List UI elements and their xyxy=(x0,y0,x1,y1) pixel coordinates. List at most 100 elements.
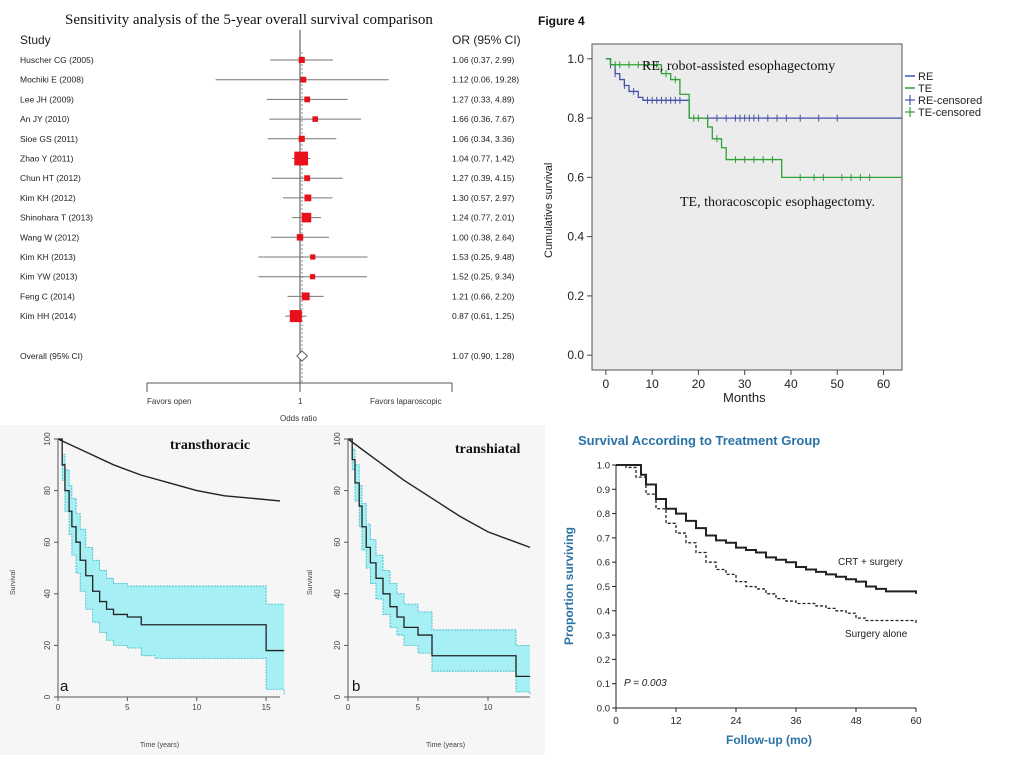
forest-point-box xyxy=(301,212,312,223)
forest-or-label: 0.87 (0.61, 1.25) xyxy=(452,311,515,321)
treatment-ytick-label: 0.0 xyxy=(597,704,610,715)
forest-overall-name: Overall (95% CI) xyxy=(20,351,83,361)
forest-or-label: 1.27 (0.39, 4.15) xyxy=(452,173,515,183)
figure4-xtick-label: 60 xyxy=(877,377,891,391)
treatment-ytick-label: 1.0 xyxy=(597,461,610,472)
figure4-xtick-label: 0 xyxy=(603,377,610,391)
transthoracic-ylabel: Survival xyxy=(10,570,17,595)
ytick-label: 40 xyxy=(43,589,52,598)
treatment-ytick-label: 0.5 xyxy=(597,582,610,593)
ytick-label: 20 xyxy=(333,640,342,649)
label-crt-surgery: CRT + surgery xyxy=(838,557,903,568)
forest-or-label: 1.06 (0.37, 2.99) xyxy=(452,55,515,65)
forest-study-name: An JY (2010) xyxy=(20,114,70,124)
treatment-xtick-label: 60 xyxy=(910,716,922,727)
transhiatal-label: transhiatal xyxy=(455,442,520,457)
forest-point-box xyxy=(296,234,304,241)
ytick-label: 80 xyxy=(43,486,52,495)
forest-or-label: 1.06 (0.34, 3.36) xyxy=(452,134,515,144)
forest-point-box xyxy=(304,175,311,182)
forest-or-label: 1.27 (0.33, 4.89) xyxy=(452,94,515,104)
forest-study-name: Chun HT (2012) xyxy=(20,173,81,183)
treatment-ytick-label: 0.2 xyxy=(597,655,610,666)
treatment-xtick-label: 12 xyxy=(670,716,682,727)
ytick-label: 100 xyxy=(333,432,342,446)
forest-or-label: 1.53 (0.25, 9.48) xyxy=(452,252,515,262)
figure4-ytick-label: 0.0 xyxy=(567,348,584,362)
figure4-xtick-label: 30 xyxy=(738,377,752,391)
forest-title: Sensitivity analysis of the 5-year overa… xyxy=(65,12,433,28)
figure4-xtick-label: 40 xyxy=(784,377,798,391)
forest-point-box xyxy=(312,116,318,122)
forest-plot-panel: Sensitivity analysis of the 5-year overa… xyxy=(0,0,520,425)
forest-study-name: Kim HH (2014) xyxy=(20,311,76,321)
forest-point-box xyxy=(304,194,312,202)
xtick-label: 5 xyxy=(416,703,421,712)
ytick-label: 20 xyxy=(43,640,52,649)
transthoracic-panel-letter: a xyxy=(60,678,69,695)
forest-col-study: Study xyxy=(20,33,51,47)
forest-study-name: Kim YW (2013) xyxy=(20,272,78,282)
treatment-xlabel: Follow-up (mo) xyxy=(726,733,812,747)
ytick-label: 100 xyxy=(43,432,52,446)
transhiatal-chart: 0 20 40 60 80 100 0 5 10 transhiatal b Time (yea… xyxy=(307,432,531,749)
km-figure4-panel: Figure 4 0 10 20 30 40 50 60 0.0 0.2 0.4 0.6 0.8 1.0… xyxy=(530,0,1024,420)
forest-or-label: 1.24 (0.77, 2.01) xyxy=(452,213,515,223)
label-surgery-alone: Surgery alone xyxy=(845,629,908,640)
forest-point-box xyxy=(310,254,316,260)
treatment-ytick-label: 0.6 xyxy=(597,558,610,569)
treatment-xtick-label: 24 xyxy=(730,716,742,727)
treatment-xtick-label: 0 xyxy=(613,716,619,727)
expected-survival-line xyxy=(347,438,531,549)
xtick-label: 10 xyxy=(192,703,201,712)
treatment-group-panel: Survival According to Treatment Group 0.… xyxy=(548,425,1024,768)
ytick-label: 60 xyxy=(43,537,52,546)
forest-study-name: Shinohara T (2013) xyxy=(20,213,93,223)
forest-study-name: Zhao Y (2011) xyxy=(20,154,74,164)
forest-study-name: Kim KH (2012) xyxy=(20,193,76,203)
forest-or-label: 1.04 (0.77, 1.42) xyxy=(452,154,515,164)
forest-point-box xyxy=(294,151,309,166)
transthoracic-xlabel: Time (years) xyxy=(140,742,179,749)
observed-survival-line xyxy=(58,438,285,652)
forest-or-label: 1.30 (0.57, 2.97) xyxy=(452,193,515,203)
treatment-ytick-label: 0.9 xyxy=(597,485,610,496)
legend-te-censored: TE-censored xyxy=(918,107,981,119)
figure4-annotation-re: RE, robot-assisted esophagectomy xyxy=(642,59,835,74)
xtick-label: 10 xyxy=(484,703,493,712)
figure4-xtick-label: 50 xyxy=(831,377,845,391)
ci-upper-line xyxy=(58,438,285,605)
forest-col-or: OR (95% CI) xyxy=(452,33,520,47)
forest-plot: Sensitivity analysis of the 5-year overa… xyxy=(20,12,520,423)
forest-point-box xyxy=(298,135,305,142)
treatment-xtick-label: 48 xyxy=(850,716,862,727)
forest-point-box xyxy=(289,310,302,323)
figure4-ytick-label: 0.4 xyxy=(567,230,584,244)
figure4-plot-area xyxy=(591,43,903,371)
figure4-ytick-label: 0.8 xyxy=(567,111,584,125)
forest-study-name: Wang W (2012) xyxy=(20,232,79,242)
figure4-annotation-te: TE, thoracoscopic esophagectomy. xyxy=(680,195,875,210)
figure4-ytick-label: 0.2 xyxy=(567,289,584,303)
treatment-group-chart: Survival According to Treatment Group 0.… xyxy=(562,433,922,747)
transthoracic-chart: 0 20 40 60 80 100 0 5 10 15 transthoracic a Time … xyxy=(10,432,285,749)
crt-surgery-line xyxy=(616,464,917,594)
treatment-ytick-label: 0.7 xyxy=(597,533,610,544)
treatment-ytick-label: 0.3 xyxy=(597,631,610,642)
forest-point-box xyxy=(309,274,316,280)
forest-overall-diamond xyxy=(296,350,309,362)
forest-ref-tick: 1 xyxy=(298,397,303,406)
forest-or-label: 1.12 (0.06, 19.28) xyxy=(452,75,519,85)
ci-lower-line xyxy=(348,438,531,695)
forest-or-label: 1.52 (0.25, 9.34) xyxy=(452,272,515,282)
treatment-ylabel: Proportion surviving xyxy=(562,527,576,645)
transhiatal-panel-letter: b xyxy=(352,678,360,695)
figure4-ytick-label: 1.0 xyxy=(567,52,584,66)
figure4-legend: RE TE RE-censored TE-censored xyxy=(905,71,982,119)
forest-point-box xyxy=(300,76,307,83)
observed-survival-line xyxy=(348,438,530,678)
treatment-title: Survival According to Treatment Group xyxy=(578,433,820,448)
forest-or-label: 1.21 (0.66, 2.20) xyxy=(452,291,515,301)
forest-point-box xyxy=(304,96,311,103)
forest-xlabel: Odds ratio xyxy=(280,414,317,423)
